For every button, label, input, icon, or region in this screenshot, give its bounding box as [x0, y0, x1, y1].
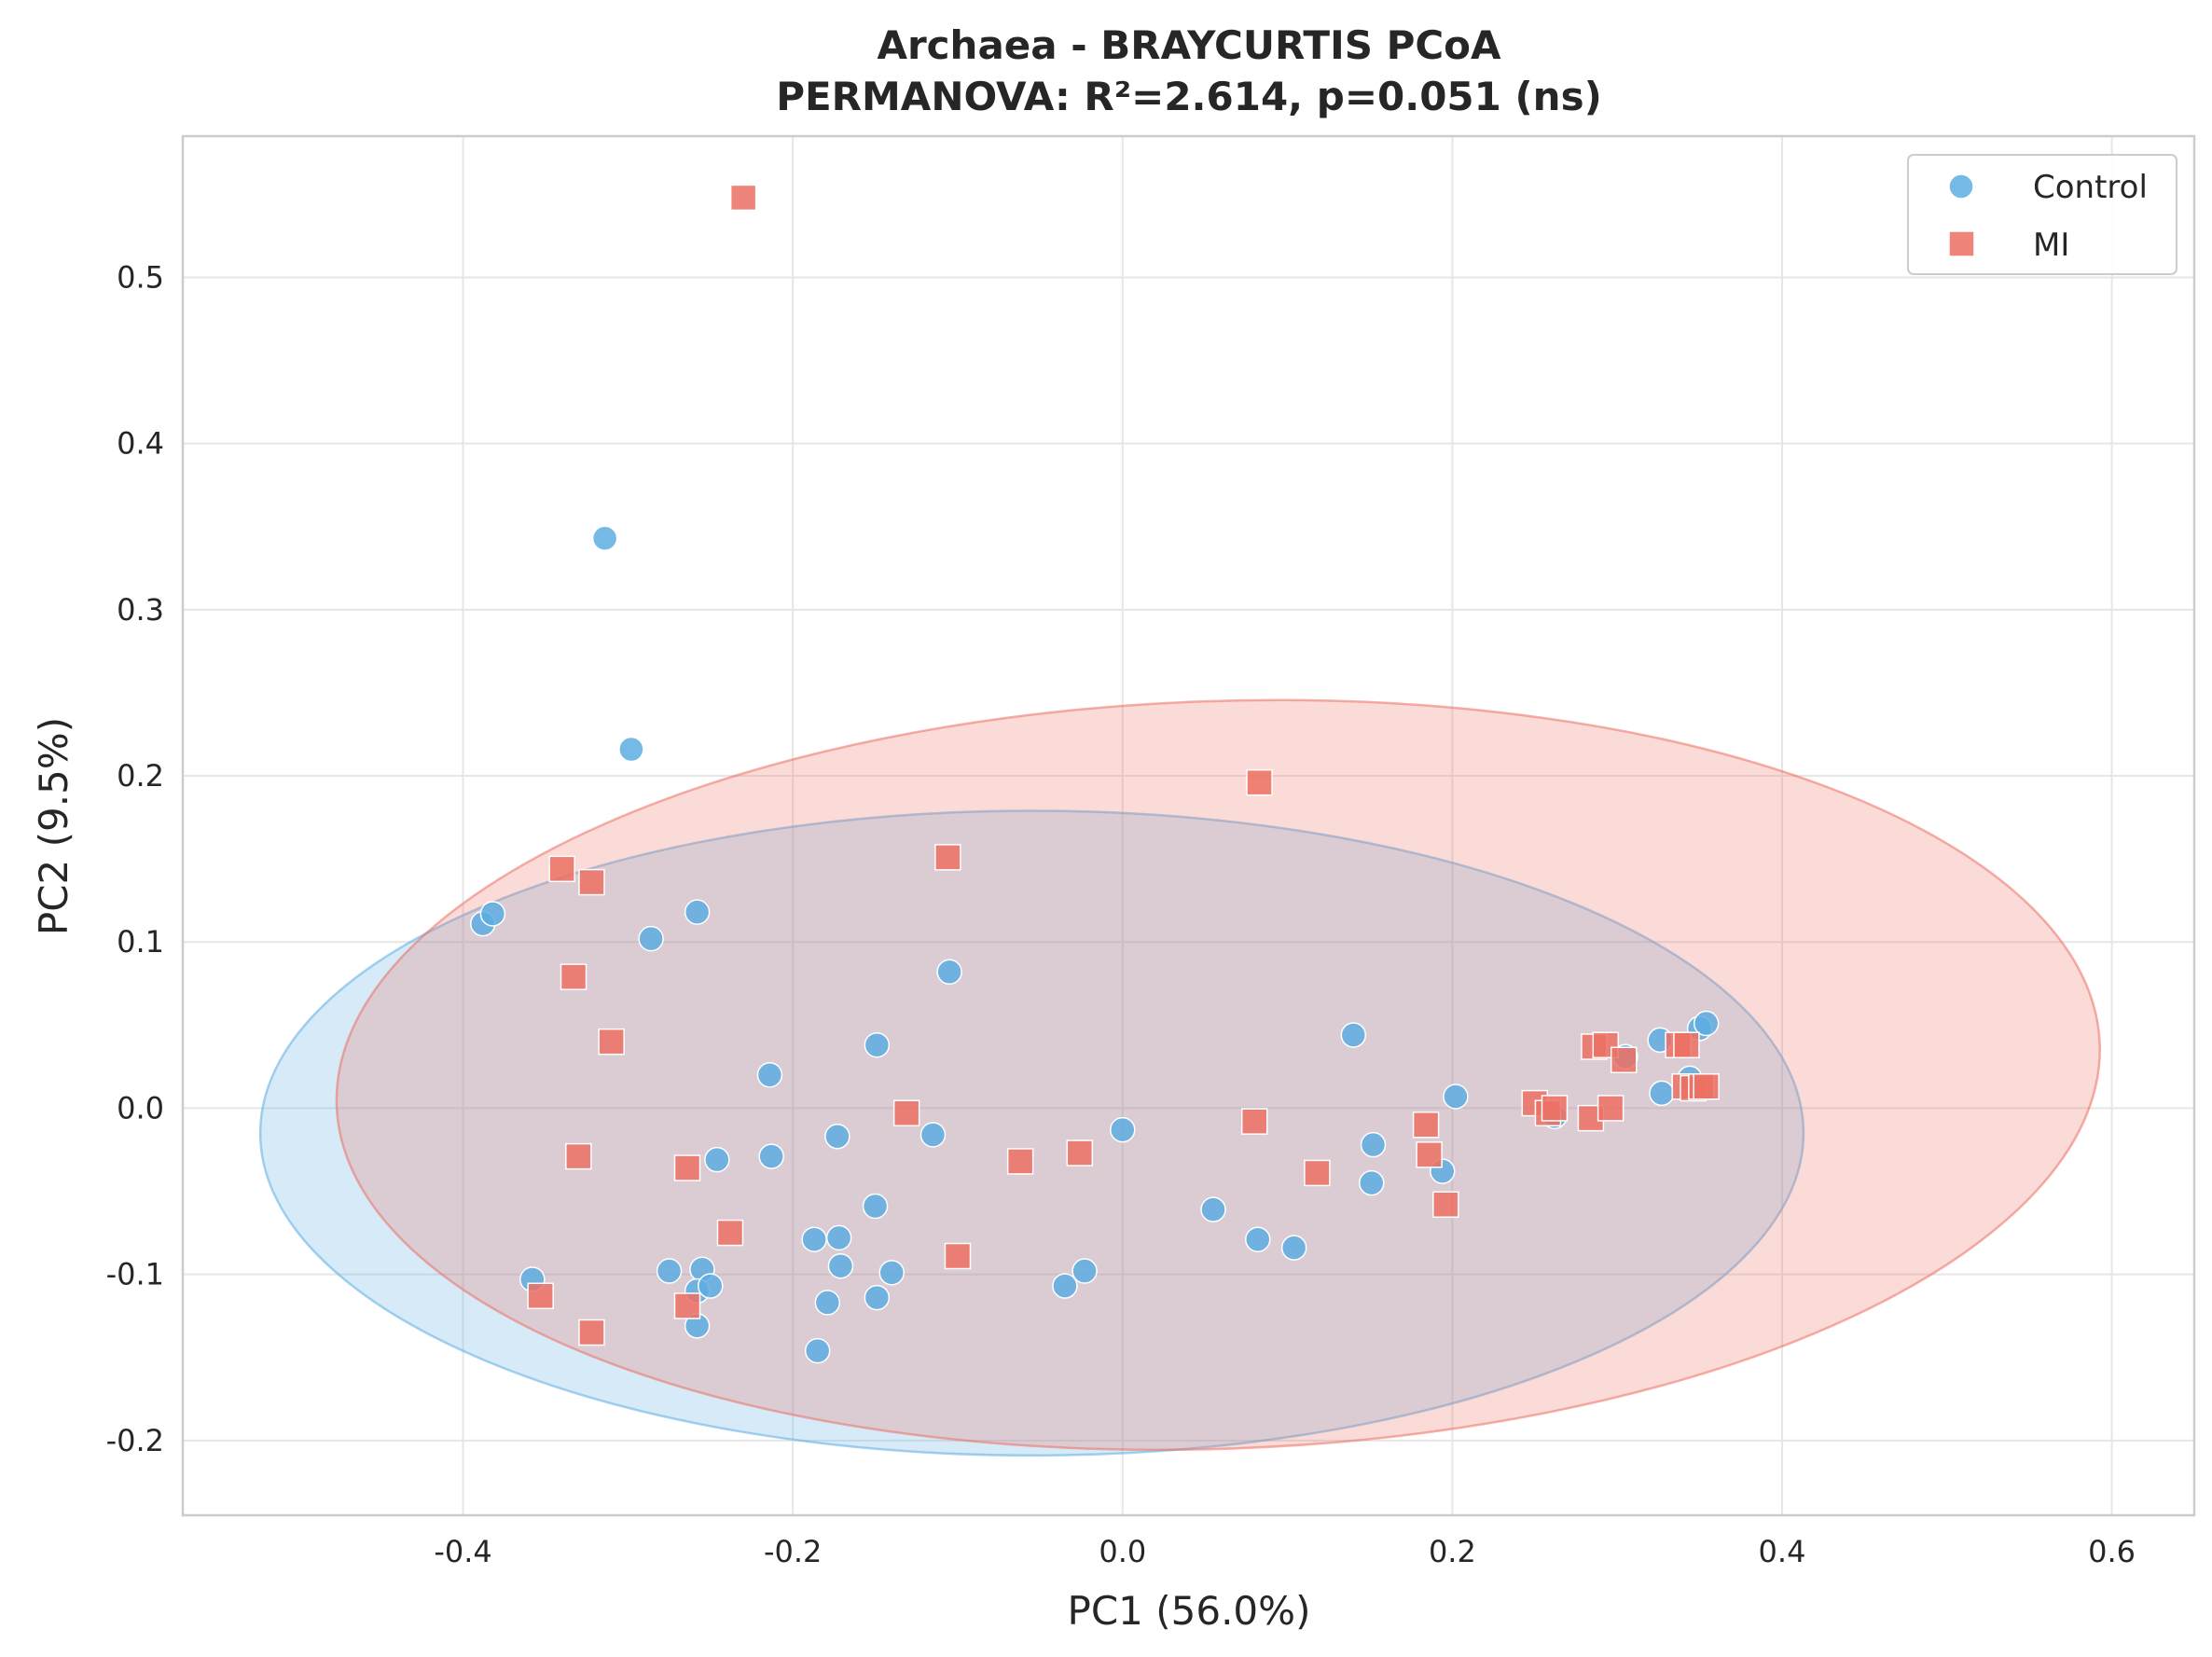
- y-tick-label: 0.3: [117, 592, 164, 628]
- legend-frame: [1907, 154, 2177, 275]
- point-mi: [673, 1154, 701, 1181]
- point-control: [1649, 1080, 1675, 1107]
- legend-control-label: Control: [2033, 169, 2148, 206]
- plot-frame: [181, 134, 2196, 1517]
- y-tick-label: 0.1: [117, 924, 164, 960]
- point-control: [1443, 1084, 1469, 1110]
- point-control: [804, 1337, 831, 1364]
- x-tick-label: 0.4: [1759, 1534, 1806, 1569]
- point-control: [591, 525, 618, 551]
- point-mi: [578, 1319, 605, 1346]
- legend: Control MI: [1907, 154, 2177, 275]
- point-mi: [1412, 1111, 1440, 1139]
- point-mi: [1673, 1031, 1700, 1058]
- y-tick-label: 0.5: [117, 259, 164, 295]
- point-control: [656, 1258, 683, 1284]
- point-mi: [1432, 1191, 1459, 1219]
- point-mi: [1541, 1095, 1569, 1122]
- point-mi: [1246, 768, 1273, 796]
- y-tick-label: -0.2: [106, 1423, 164, 1458]
- plot-area: [183, 136, 2194, 1515]
- point-control: [825, 1224, 852, 1251]
- point-control: [684, 899, 711, 925]
- point-control: [824, 1123, 850, 1150]
- point-mi: [1066, 1139, 1094, 1167]
- x-tick-label: -0.4: [434, 1534, 491, 1569]
- y-axis-ticks: -0.2 -0.1 0.0 0.1 0.2 0.3 0.4 0.5: [106, 259, 164, 1457]
- point-control: [1360, 1131, 1387, 1158]
- point-control: [638, 925, 664, 952]
- point-control: [814, 1290, 841, 1316]
- legend-mi-marker: [1948, 230, 1975, 257]
- point-control: [479, 901, 506, 927]
- confidence-ellipses: [258, 698, 2101, 1457]
- y-tick-label: 0.4: [117, 426, 164, 462]
- legend-mi-label: MI: [2033, 227, 2069, 264]
- point-control: [704, 1146, 730, 1173]
- point-control: [936, 959, 962, 986]
- point-control: [1200, 1196, 1226, 1222]
- point-control: [1245, 1226, 1271, 1252]
- point-control: [1071, 1258, 1098, 1284]
- chart-title-group: Archaea - BRAYCURTIS PCoA PERMANOVA: R²=…: [776, 22, 1602, 119]
- point-mi: [944, 1242, 972, 1270]
- x-axis-ticks: -0.4 -0.2 0.0 0.2 0.4 0.6: [434, 1534, 2136, 1569]
- point-control: [756, 1062, 783, 1088]
- point-control: [698, 1273, 724, 1299]
- point-mi: [527, 1282, 554, 1310]
- ellipse-control: [258, 809, 1805, 1457]
- point-mi: [598, 1028, 625, 1056]
- point-control: [618, 736, 644, 763]
- x-axis-label: PC1 (56.0%): [1068, 1588, 1311, 1634]
- point-mi: [565, 1142, 592, 1170]
- point-control: [878, 1260, 906, 1286]
- chart-subtitle: PERMANOVA: R²=2.614, p=0.051 (ns): [776, 74, 1602, 119]
- point-mi: [1240, 1108, 1268, 1135]
- point-mi: [1416, 1141, 1443, 1168]
- y-tick-label: 0.2: [117, 758, 164, 794]
- point-control: [864, 1284, 891, 1311]
- point-mi: [1304, 1159, 1331, 1187]
- point-control: [1110, 1116, 1136, 1143]
- point-control: [801, 1226, 827, 1252]
- x-tick-label: 0.6: [2088, 1534, 2136, 1569]
- point-mi: [673, 1292, 701, 1319]
- x-tick-label: 0.2: [1429, 1534, 1476, 1569]
- point-mi: [892, 1099, 920, 1127]
- point-mi: [1693, 1073, 1720, 1100]
- point-control: [758, 1143, 784, 1169]
- y-tick-label: 0.0: [117, 1090, 164, 1125]
- point-mi: [1597, 1095, 1624, 1122]
- point-mi: [716, 1219, 744, 1247]
- chart-title: Archaea - BRAYCURTIS PCoA: [877, 22, 1501, 68]
- y-axis-label: PC2 (9.5%): [31, 717, 76, 935]
- point-control: [1280, 1235, 1307, 1261]
- point-control: [1340, 1022, 1367, 1048]
- x-tick-label: 0.0: [1099, 1534, 1146, 1569]
- point-mi: [578, 868, 605, 896]
- point-mi: [1006, 1148, 1034, 1175]
- point-control: [864, 1031, 891, 1058]
- point-mi: [934, 844, 961, 871]
- legend-control-marker: [1948, 173, 1974, 200]
- point-mi: [1611, 1046, 1638, 1074]
- point-control: [1693, 1010, 1720, 1037]
- point-mi: [548, 855, 575, 883]
- x-tick-label: -0.2: [764, 1534, 822, 1569]
- scatter-points: [470, 184, 1720, 1364]
- point-control: [827, 1252, 854, 1279]
- y-tick-label: -0.1: [106, 1257, 164, 1292]
- point-control: [1359, 1169, 1385, 1196]
- grid: [183, 136, 2194, 1515]
- ellipse-mi: [335, 698, 2101, 1452]
- point-mi: [560, 963, 588, 990]
- point-mi: [729, 184, 757, 212]
- point-control: [1052, 1273, 1078, 1299]
- point-control: [919, 1122, 947, 1148]
- point-control: [862, 1193, 889, 1220]
